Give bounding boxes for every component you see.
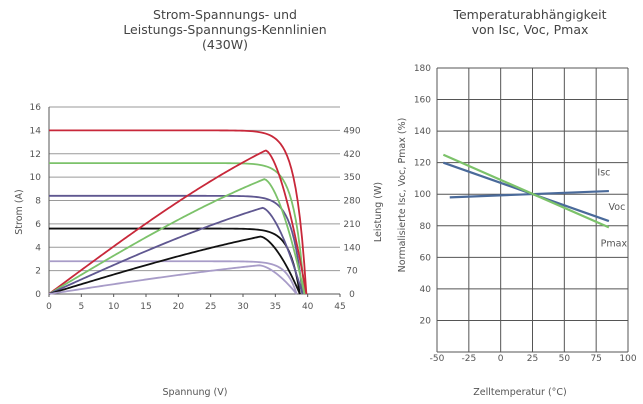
- left-chart-title-2: Leistungs-Spannungs-Kennlinien: [123, 22, 326, 37]
- left-y2-axis-label: Leistung (W): [373, 182, 384, 242]
- left-chart-title-3: (430W): [202, 37, 248, 52]
- left-x-tick-label: 0: [46, 302, 52, 312]
- left-ticks: 0 5 10 15 20 25 30 35 40 45 0 2 4 6 8 10 12 14 16 0 70 140 210…: [30, 103, 361, 312]
- right-x-tick-label: 100: [619, 354, 636, 364]
- right-y-axis-label: Normalisierte Isc, Voc, Pmax (%): [397, 118, 408, 273]
- right-x-tick-label: -50: [430, 354, 445, 364]
- left-y-tick-label: 4: [35, 243, 41, 253]
- right-gridlines: [436, 67, 629, 353]
- left-x-tick-label: 20: [173, 302, 185, 312]
- left-y-tick-label: 10: [30, 173, 42, 183]
- left-chart-title-1: Strom-Spannungs- und: [153, 7, 297, 22]
- pv-curve-2: [48, 206, 304, 295]
- iv-curve-2: [48, 194, 304, 295]
- right-y-tick-label: 40: [420, 285, 432, 295]
- right-y-tick-label: 100: [414, 190, 431, 200]
- left-y-tick-label: 0: [35, 290, 41, 300]
- right-y-tick-label: 180: [414, 64, 431, 74]
- left-x-tick-label: 25: [205, 302, 216, 312]
- left-y-tick-label: 12: [30, 150, 41, 160]
- series-label-voc: Voc: [609, 202, 626, 213]
- iv-curve-0: [49, 129, 308, 295]
- left-y2-tick-label: 70: [346, 267, 358, 277]
- right-x-tick-label: 25: [527, 354, 538, 364]
- left-y2-tick-label: 350: [343, 173, 360, 183]
- pv-curves: [48, 149, 308, 295]
- pv-curve-0: [48, 149, 308, 295]
- right-x-tick-label: -25: [461, 354, 476, 364]
- iv-curves: [48, 129, 308, 295]
- left-y2-tick-label: 210: [343, 220, 360, 230]
- left-y-axis-label: Strom (A): [14, 189, 25, 234]
- left-y2-tick-label: 490: [343, 126, 360, 136]
- right-chart-title-2: von Isc, Voc, Pmax: [472, 22, 589, 37]
- pv-curve-4: [48, 264, 298, 295]
- left-x-tick-label: 40: [302, 302, 314, 312]
- left-x-tick-label: 45: [334, 302, 345, 312]
- left-y2-tick-label: 0: [349, 290, 355, 300]
- right-x-tick-label: 75: [590, 354, 601, 364]
- left-y2-tick-label: 140: [343, 243, 360, 253]
- right-x-tick-label: 50: [559, 354, 571, 364]
- left-y-tick-label: 16: [30, 103, 42, 113]
- pv-curve-1: [48, 178, 306, 295]
- left-x-tick-label: 15: [140, 302, 151, 312]
- left-x-tick-label: 5: [78, 302, 84, 312]
- left-y-tick-label: 8: [35, 197, 41, 207]
- series-label-pmax: Pmax: [601, 238, 628, 249]
- left-y-tick-label: 14: [30, 126, 42, 136]
- left-gridlines: [48, 106, 340, 295]
- right-y-tick-label: 160: [414, 96, 431, 106]
- right-ticks: -50 -25 0 25 50 75 100 20 40 60 80 100 120 140 160 180: [414, 64, 637, 364]
- iv-pv-chart: Strom-Spannungs- und Leistungs-Spannungs…: [14, 7, 384, 398]
- right-y-tick-label: 80: [420, 222, 432, 232]
- left-x-tick-label: 35: [270, 302, 281, 312]
- right-y-tick-label: 120: [414, 159, 431, 169]
- temp-line-isc: [449, 189, 609, 199]
- right-x-axis-label: Zelltemperatur (°C): [473, 387, 567, 398]
- left-x-axis-label: Spannung (V): [163, 387, 228, 398]
- left-y2-tick-label: 420: [343, 150, 360, 160]
- right-y-tick-label: 20: [420, 316, 432, 326]
- left-x-tick-label: 30: [237, 302, 249, 312]
- left-x-tick-label: 10: [108, 302, 120, 312]
- iv-curve-3: [49, 227, 301, 295]
- right-x-tick-label: 0: [498, 354, 504, 364]
- left-y-tick-label: 6: [35, 220, 41, 230]
- temperature-lines: Isc Voc Pmax: [442, 153, 628, 249]
- right-chart-title-1: Temperaturabhängigkeit: [452, 7, 606, 22]
- temp-line-pmax: [442, 153, 610, 229]
- right-y-tick-label: 60: [420, 253, 432, 263]
- pv-curve-3: [48, 235, 301, 295]
- series-label-isc: Isc: [597, 167, 610, 178]
- iv-curve-4: [48, 260, 298, 295]
- temperature-chart: Temperaturabhängigkeit von Isc, Voc, Pma…: [397, 7, 637, 398]
- right-y-tick-label: 140: [414, 127, 431, 137]
- iv-curve-1: [49, 162, 306, 295]
- left-y-tick-label: 2: [35, 267, 41, 277]
- left-y2-tick-label: 280: [343, 197, 360, 207]
